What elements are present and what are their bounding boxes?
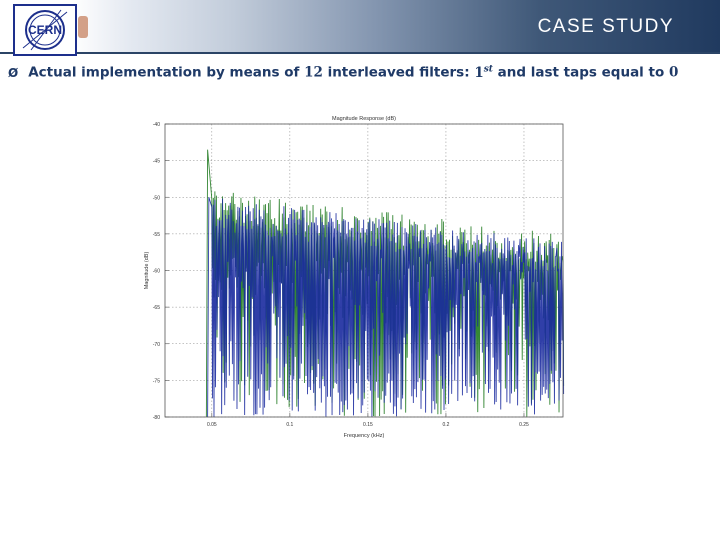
cern-logo-icon: CERN xyxy=(22,9,68,51)
seal-decoration xyxy=(78,16,88,38)
x-axis-label: Frequency (kHz) xyxy=(344,433,385,439)
y-tick-label: -55 xyxy=(153,232,160,238)
x-tick-label: 0.2 xyxy=(442,422,449,428)
x-tick-label: 0.15 xyxy=(363,422,373,428)
series-line xyxy=(207,197,565,418)
bullet-number: 12 xyxy=(304,64,323,81)
header-rule xyxy=(0,52,720,54)
y-axis-label: Magnitude (dB) xyxy=(144,252,150,290)
y-tick-label: -80 xyxy=(153,415,160,421)
y-tick-label: -65 xyxy=(153,305,160,311)
bullet-ordinal-sup: st xyxy=(483,64,493,74)
slide-header xyxy=(0,0,720,52)
x-tick-label: 0.05 xyxy=(207,422,217,428)
y-tick-label: -60 xyxy=(153,269,160,275)
magnitude-response-chart: -40 -45 -50 -55 -60 -65 -70 -75 -80 0.05 0.1 0.15 0.… xyxy=(144,116,565,439)
chart-axes xyxy=(164,123,564,418)
slide-title: CASE STUDY xyxy=(537,16,674,37)
chart-series xyxy=(205,149,565,418)
x-tick-label: 0.1 xyxy=(286,422,293,428)
y-tick-label: -50 xyxy=(153,195,160,201)
y-tick-label: -45 xyxy=(153,159,160,165)
y-tick-label: -70 xyxy=(153,342,160,348)
chart-labels: -40 -45 -50 -55 -60 -65 -70 -75 -80 0.05 0.1 0.15 0.… xyxy=(144,116,529,439)
cern-logo: CERN xyxy=(13,4,77,56)
bullet-arrow-icon: Ø xyxy=(8,65,19,80)
chart-title: Magnitude Response (dB) xyxy=(332,116,396,122)
bullet-text-3: and last taps equal to xyxy=(497,64,665,81)
y-tick-label: -75 xyxy=(153,378,160,384)
y-tick-label: -40 xyxy=(153,122,160,128)
x-tick-label: 0.25 xyxy=(519,422,529,428)
bullet-ordinal: 1st xyxy=(474,64,493,81)
bullet-point: Ø Actual implementation by means of 12 in… xyxy=(8,64,720,84)
cern-logo-text: CERN xyxy=(28,23,62,37)
bullet-text-2: interleaved filters: xyxy=(327,64,470,81)
bullet-zero: 0 xyxy=(668,64,679,81)
bullet-text-1: Actual implementation by means of xyxy=(28,64,300,81)
bullet-ordinal-num: 1 xyxy=(474,64,484,81)
